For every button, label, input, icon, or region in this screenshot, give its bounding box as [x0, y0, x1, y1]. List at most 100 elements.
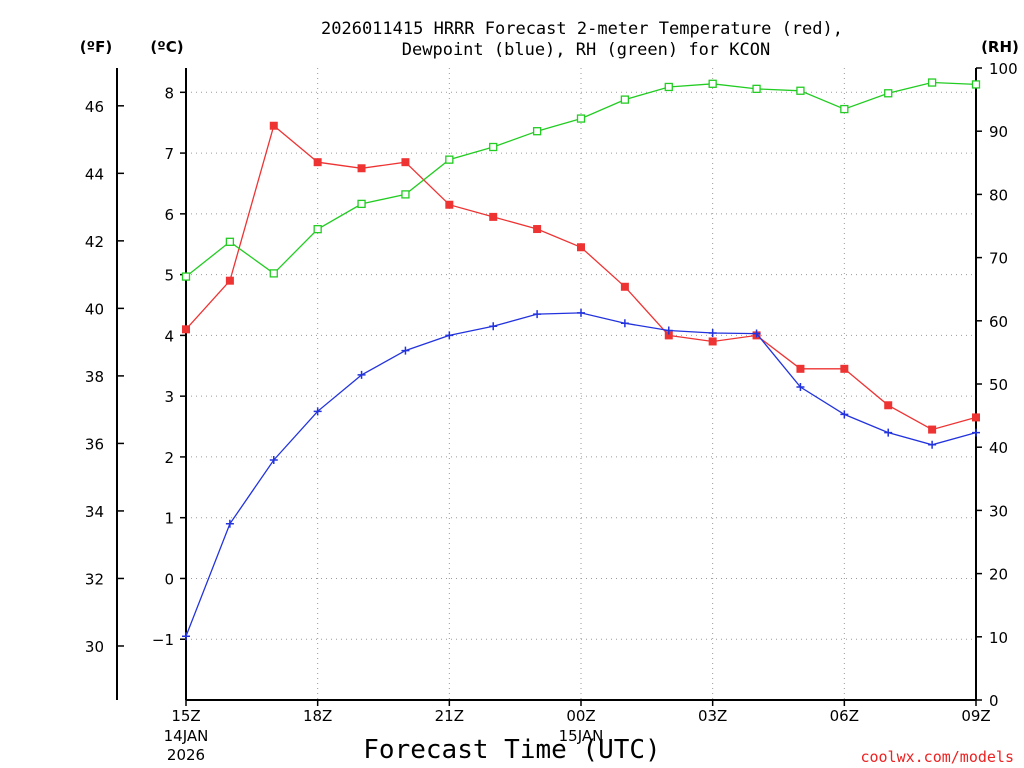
- rh-tick-label: 70: [989, 250, 1008, 268]
- 2-meter-temperature-point: [620, 282, 629, 291]
- rh-point: [620, 95, 630, 104]
- dewpoint-point: [928, 440, 937, 449]
- dewpoint-point: [357, 370, 366, 379]
- celsius-tick-label: 5: [164, 267, 174, 285]
- rh-tick-label: 100: [989, 60, 1018, 78]
- fahrenheit-tick-label: 40: [85, 300, 104, 318]
- rh-point: [884, 89, 893, 98]
- x-axis-title: Forecast Time (UTC): [363, 735, 660, 765]
- rh-point: [225, 237, 235, 246]
- rh-tick-label: 50: [989, 376, 1008, 394]
- 2-meter-temperature-point: [928, 425, 937, 434]
- dewpoint-point: [752, 329, 761, 338]
- rh-tick-label: 90: [989, 123, 1008, 141]
- grid-lines: [186, 68, 976, 700]
- dewpoint-point: [972, 428, 980, 437]
- 2-meter-temperature-point: [182, 325, 190, 334]
- rh-unit-label: (RH): [981, 38, 1019, 56]
- rh-tick-label: 60: [989, 313, 1008, 331]
- celsius-tick-label: 1: [164, 510, 174, 528]
- dewpoint-point: [313, 407, 322, 416]
- x-tick-date-label: 15JAN: [559, 727, 604, 745]
- 2-meter-temperature-point: [840, 364, 849, 373]
- fahrenheit-unit-label: (ºF): [80, 38, 112, 56]
- fahrenheit-tick-label: 32: [85, 570, 104, 588]
- 2-meter-temperature-point: [357, 164, 366, 173]
- dewpoint-point: [577, 308, 585, 317]
- 2-meter-temperature-point: [533, 225, 542, 234]
- x-tick-year-label: 2026: [167, 746, 205, 764]
- rh-point: [576, 114, 586, 123]
- rh-tick-label: 30: [989, 502, 1008, 520]
- celsius-tick-label: 2: [164, 449, 174, 467]
- rh-point: [971, 80, 981, 89]
- celsius-tick-label: 6: [164, 206, 174, 224]
- rh-point: [752, 84, 761, 94]
- 2-meter-temperature-point: [972, 413, 980, 422]
- 2-meter-temperature-point: [313, 158, 322, 167]
- celsius-tick-label: 8: [164, 84, 174, 102]
- rh-tick-label: 10: [989, 629, 1008, 647]
- dewpoint-point: [269, 455, 278, 464]
- rh-point: [269, 269, 278, 278]
- rh-tick-label: 40: [989, 439, 1008, 457]
- celsius-tick-label: −1: [152, 631, 174, 649]
- x-tick-label: 00Z: [566, 707, 595, 725]
- 2-meter-temperature-point: [577, 243, 585, 252]
- dewpoint-point: [445, 331, 454, 340]
- rh-point: [796, 86, 805, 95]
- 2-meter-temperature-point: [489, 212, 498, 221]
- dewpoint-point: [708, 328, 717, 337]
- 2-meter-temperature-point: [796, 364, 805, 373]
- celsius-tick-label: 3: [164, 388, 174, 406]
- rh-tick-label: 0: [989, 692, 999, 710]
- fahrenheit-tick-label: 38: [85, 368, 104, 386]
- rh-point: [664, 82, 673, 92]
- 2-meter-temperature-point: [445, 200, 454, 209]
- rh-tick-label: 20: [989, 566, 1008, 584]
- dewpoint-point: [840, 410, 849, 419]
- rh-point: [445, 155, 454, 164]
- credit-text: coolwx.com/models: [860, 748, 1014, 766]
- x-tick-label: 03Z: [698, 707, 727, 725]
- dewpoint-point: [884, 428, 893, 437]
- fahrenheit-tick-label: 42: [85, 233, 104, 251]
- rh-point: [357, 199, 366, 209]
- chart-title-line1: 2026011415 HRRR Forecast 2-meter Tempera…: [321, 19, 843, 39]
- 2-meter-temperature-point: [664, 331, 673, 340]
- celsius-tick-label: 0: [164, 570, 174, 588]
- rh-point: [181, 272, 191, 281]
- rh-tick-label: 80: [989, 186, 1008, 204]
- chart-title-line2: Dewpoint (blue), RH (green) for KCON: [402, 40, 770, 60]
- x-tick-label: 18Z: [303, 707, 332, 725]
- 2-meter-temperature-point: [269, 121, 278, 130]
- 2-meter-temperature-point: [401, 158, 410, 167]
- 2-meter-temperature-point: [708, 337, 717, 346]
- dewpoint-point: [182, 632, 190, 641]
- rh-point: [489, 142, 498, 152]
- dewpoint-point: [225, 519, 234, 528]
- celsius-unit-label: (ºC): [150, 38, 183, 56]
- fahrenheit-tick-label: 36: [85, 435, 104, 453]
- x-tick-label: 21Z: [435, 707, 464, 725]
- rh-point: [708, 79, 717, 88]
- dewpoint-point: [796, 383, 805, 392]
- rh-point: [313, 225, 322, 234]
- axes: −101234567830323436384042444601020304050…: [85, 60, 1018, 764]
- celsius-tick-label: 7: [164, 145, 174, 163]
- dewpoint-point: [664, 326, 673, 335]
- fahrenheit-tick-label: 34: [85, 503, 104, 521]
- rh-point: [532, 127, 542, 136]
- 2-meter-temperature-point: [884, 401, 893, 410]
- dewpoint-point: [620, 319, 629, 328]
- rh-point: [401, 190, 410, 199]
- x-tick-label: 09Z: [961, 707, 990, 725]
- x-tick-date-label: 14JAN: [164, 727, 209, 745]
- dewpoint-point: [401, 346, 410, 355]
- fahrenheit-tick-label: 46: [85, 98, 104, 116]
- fahrenheit-tick-label: 44: [85, 165, 104, 183]
- data-series: [181, 78, 981, 641]
- dewpoint-point: [489, 322, 498, 331]
